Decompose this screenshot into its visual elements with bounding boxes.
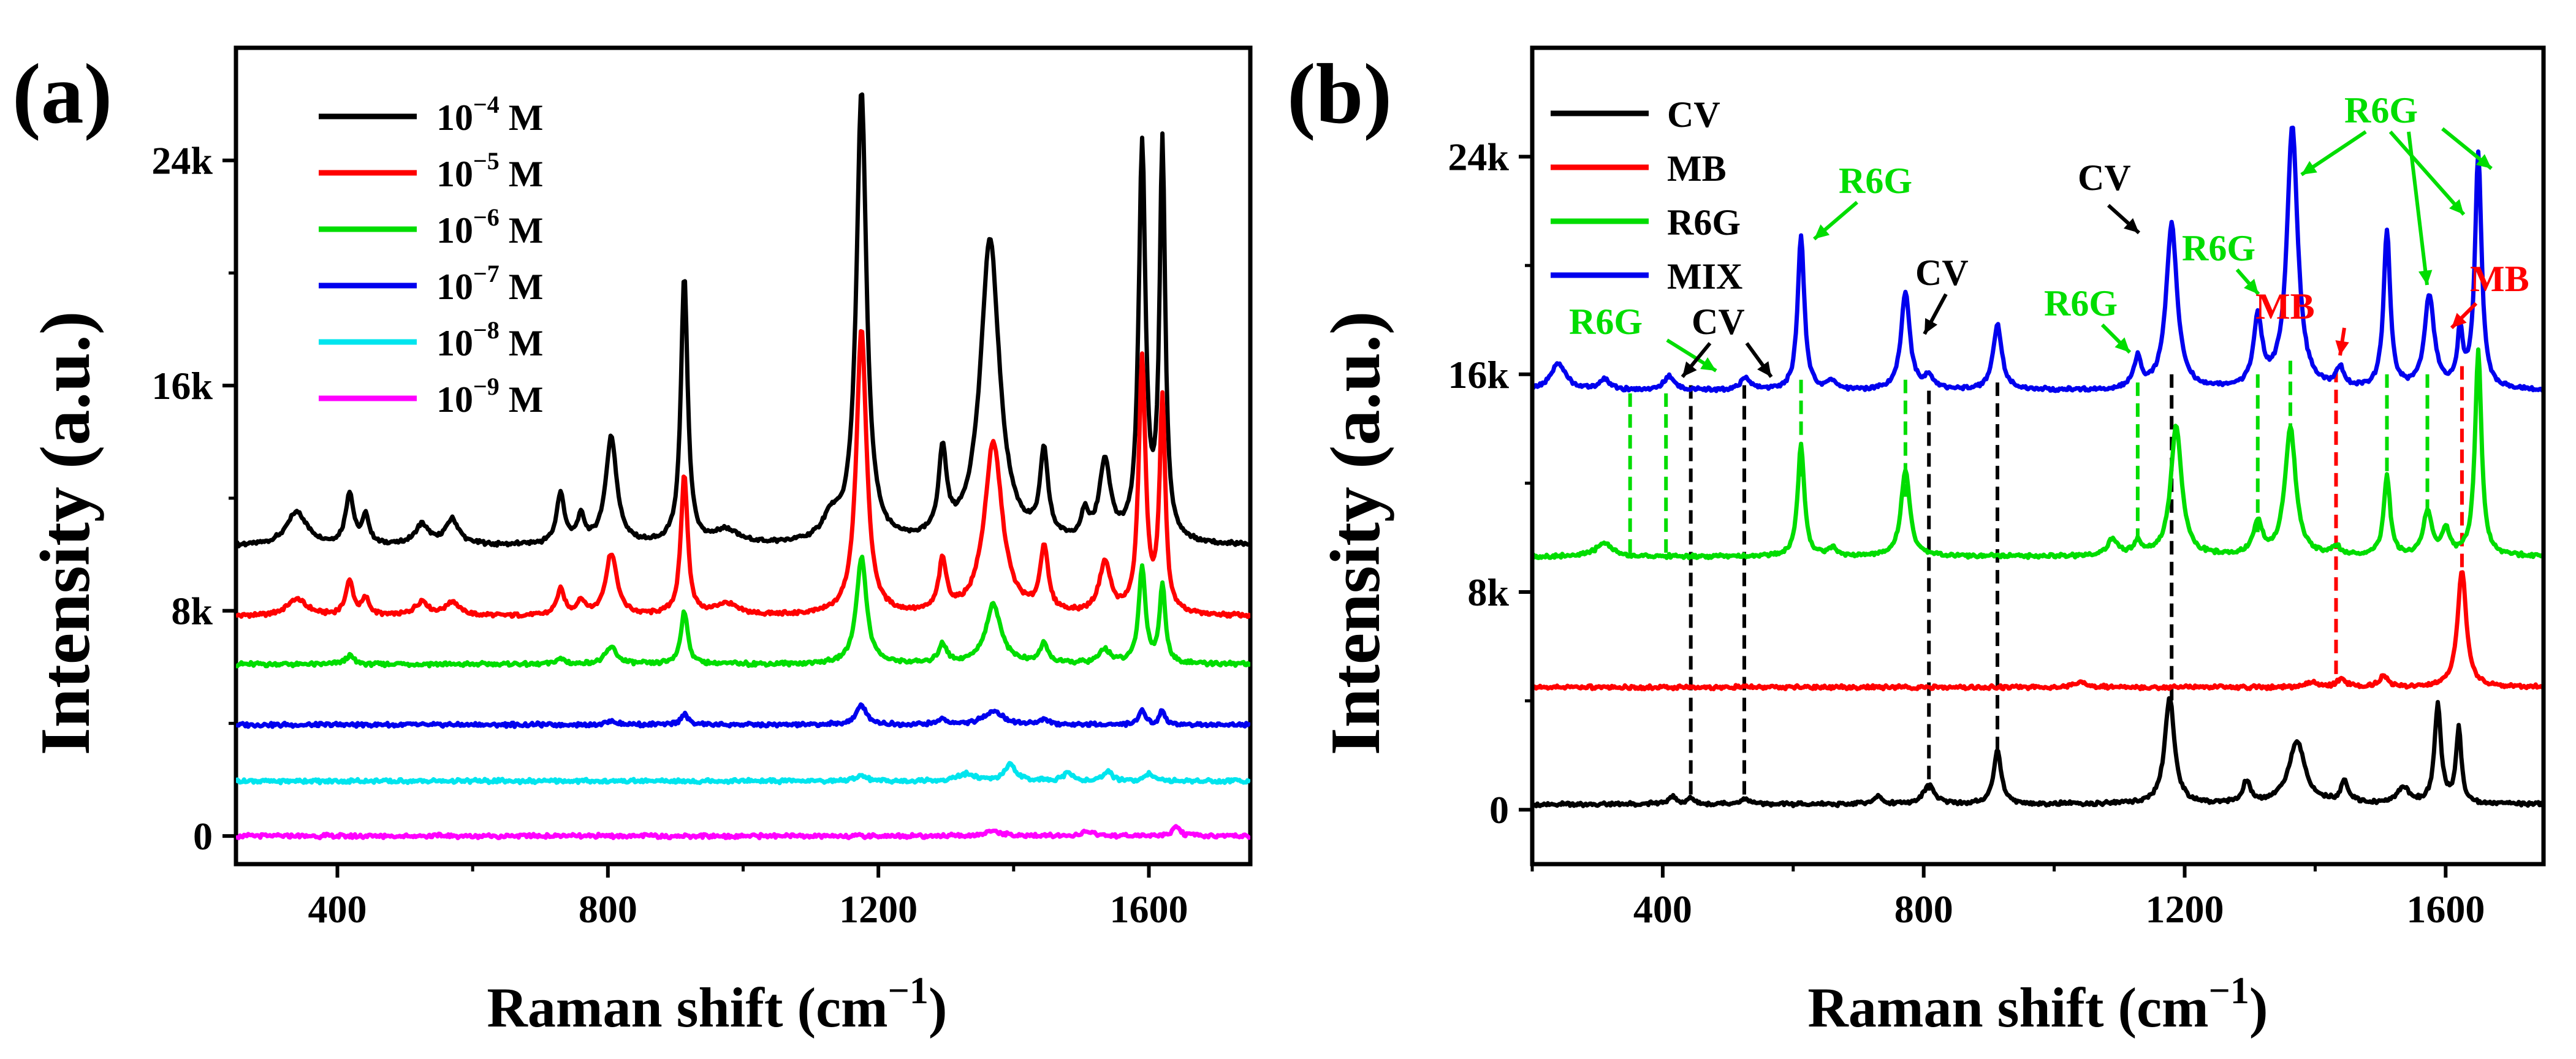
- panel-a-x-axis-title: Raman shift (cm−1): [487, 970, 947, 1039]
- b-series-line-1: [1532, 570, 2544, 691]
- panel-a-chart: (a) Intensity (a.u.) Raman shift (cm−1) …: [12, 45, 1253, 1039]
- a-y-tick-label: 0: [193, 814, 213, 858]
- b-annotation-arrowhead: [2452, 313, 2467, 328]
- b-y-tick-label: 0: [1489, 788, 1509, 832]
- b-annotation-label: MB: [2470, 259, 2529, 299]
- a-y-tick-label: 8k: [171, 590, 213, 633]
- b-annotation-label: R6G: [2182, 228, 2255, 268]
- a-legend-label: 10−4 M: [436, 91, 543, 138]
- b-annotation-arrow: [2407, 131, 2429, 286]
- b-annotation-arrowhead: [2124, 218, 2139, 233]
- a-y-tick-label: 24k: [151, 139, 213, 183]
- a-series-line-2: [236, 555, 1250, 669]
- b-annotation-arrow: [2388, 131, 2466, 216]
- b-annotation-arrowhead: [2244, 278, 2259, 294]
- b-annotation-label: R6G: [1569, 302, 1643, 342]
- b-annotation-arrowhead: [2418, 270, 2433, 285]
- a-x-tick-label: 400: [308, 887, 367, 931]
- b-y-tick-label: 16k: [1448, 353, 1509, 397]
- a-y-tick-label: 16k: [151, 364, 213, 408]
- b-annotation-arrowhead: [1682, 361, 1697, 377]
- panel-b-y-axis-title: Intensity (a.u.): [1316, 311, 1395, 755]
- panel-b-chart: (b) Intensity (a.u.) Raman shift (cm−1) …: [1287, 45, 2546, 1039]
- a-legend-label: 10−6 M: [436, 203, 543, 251]
- a-legend-label: 10−8 M: [436, 316, 543, 363]
- a-x-tick-label: 800: [579, 887, 637, 931]
- b-series-line-0: [1532, 696, 2544, 808]
- b-annotation-arrowhead: [1924, 318, 1938, 334]
- a-series-line-5: [236, 824, 1250, 841]
- b-annotation-label: CV: [2078, 158, 2131, 198]
- b-legend-label: CV: [1667, 94, 1720, 135]
- a-series-line-1: [236, 329, 1250, 619]
- b-annotation-label: CV: [1915, 252, 1969, 293]
- b-x-tick-label: 800: [1894, 887, 1953, 931]
- b-annotation-arrowhead: [2475, 154, 2491, 169]
- b-series-line-2: [1532, 347, 2544, 560]
- a-x-tick-label: 1600: [1110, 887, 1188, 931]
- a-series-line-0: [236, 92, 1250, 548]
- a-legend-label: 10−9 M: [436, 373, 543, 420]
- b-annotation-label: R6G: [2044, 283, 2118, 324]
- b-annotation-arrowhead: [1700, 357, 1716, 371]
- b-y-tick-label: 8k: [1467, 571, 1509, 614]
- panel-a-y-axis-title: Intensity (a.u.): [26, 311, 105, 755]
- a-legend-label: 10−7 M: [436, 260, 543, 307]
- b-annotation-label: R6G: [2344, 90, 2418, 131]
- a-series-line-4: [236, 761, 1250, 786]
- panel-b-x-axis-title: Raman shift (cm−1): [1807, 970, 2268, 1039]
- b-annotation-label: R6G: [1839, 161, 1912, 201]
- b-annotation-arrowhead: [2335, 340, 2349, 355]
- a-legend-label: 10−5 M: [436, 147, 543, 194]
- b-legend-label: MIX: [1667, 256, 1742, 297]
- b-x-tick-label: 1200: [2146, 887, 2224, 931]
- b-annotation-label: MB: [2255, 286, 2315, 327]
- panel-a-label: (a): [12, 47, 112, 142]
- a-series-line-3: [236, 702, 1250, 729]
- b-x-tick-label: 1600: [2406, 887, 2485, 931]
- b-plot-frame: [1530, 45, 2546, 867]
- b-annotation-label: CV: [1692, 302, 1745, 342]
- b-legend-label: MB: [1667, 148, 1727, 189]
- b-annotation-arrowhead: [1814, 224, 1830, 239]
- b-series-line-3: [1532, 126, 2544, 393]
- panel-b-label: (b): [1287, 47, 1392, 142]
- b-annotation-arrowhead: [1757, 361, 1771, 377]
- b-annotation-arrowhead: [2114, 337, 2130, 352]
- b-legend-label: R6G: [1667, 202, 1741, 243]
- b-y-tick-label: 24k: [1448, 135, 1509, 179]
- b-annotation-arrowhead: [2301, 161, 2317, 175]
- b-x-tick-label: 400: [1633, 887, 1692, 931]
- a-x-tick-label: 1200: [839, 887, 918, 931]
- b-annotation-arrowhead: [2449, 199, 2464, 214]
